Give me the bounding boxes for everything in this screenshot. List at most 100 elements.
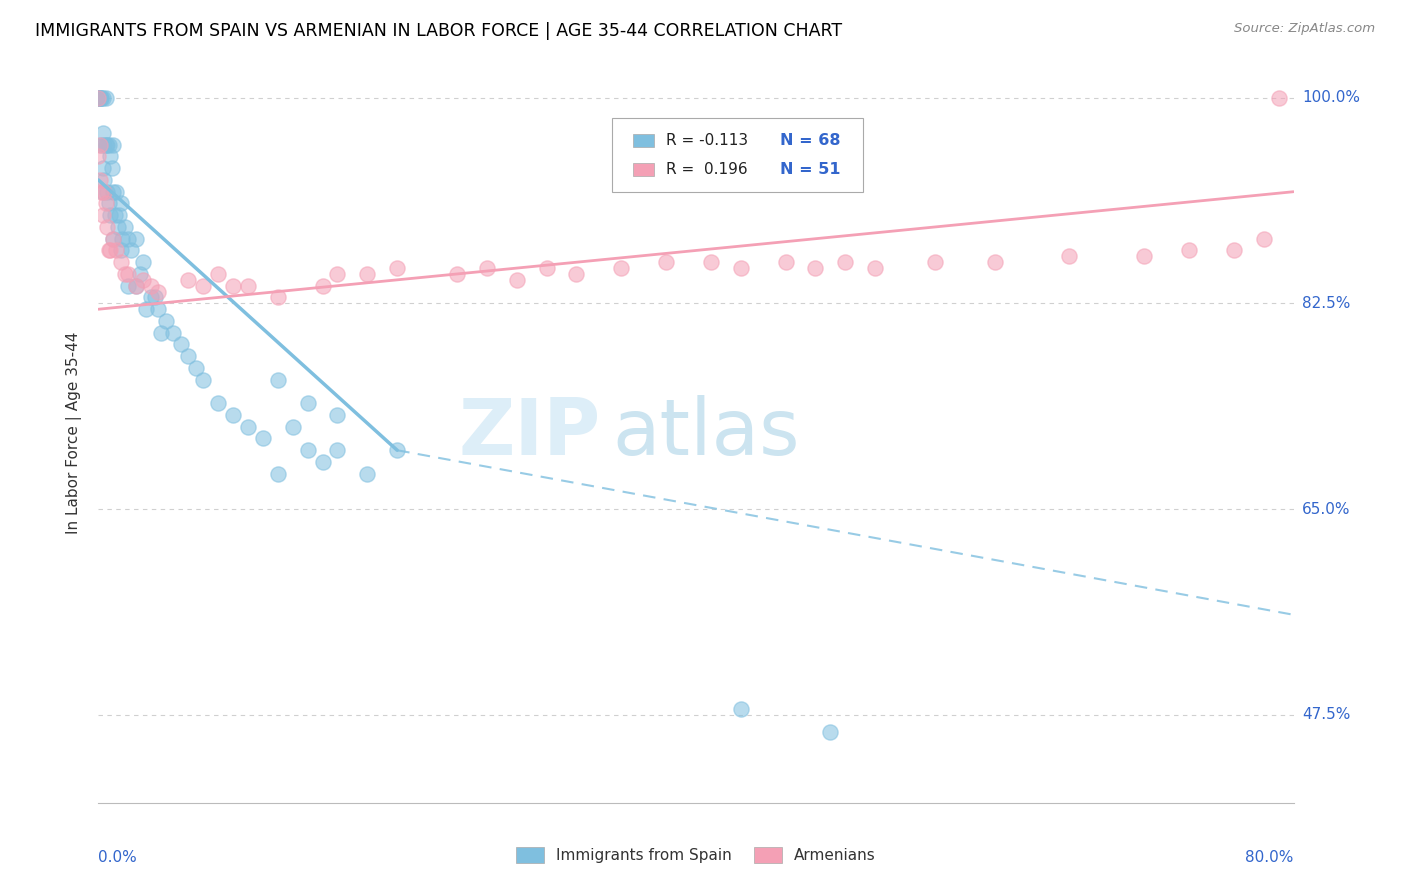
Text: atlas: atlas <box>613 394 800 471</box>
Text: IMMIGRANTS FROM SPAIN VS ARMENIAN IN LABOR FORCE | AGE 35-44 CORRELATION CHART: IMMIGRANTS FROM SPAIN VS ARMENIAN IN LAB… <box>35 22 842 40</box>
Point <box>125 278 148 293</box>
Text: Source: ZipAtlas.com: Source: ZipAtlas.com <box>1234 22 1375 36</box>
Point <box>101 161 124 176</box>
Point <box>94 196 117 211</box>
Point <box>129 267 152 281</box>
Point <box>108 208 131 222</box>
Point <box>114 267 136 281</box>
Point <box>730 702 752 716</box>
Point <box>169 337 191 351</box>
Point <box>89 91 111 105</box>
Point <box>267 290 290 304</box>
Point <box>326 443 349 458</box>
Point <box>207 267 229 281</box>
Point <box>135 302 157 317</box>
Point <box>222 278 245 293</box>
Point <box>252 432 274 446</box>
Legend: Immigrants from Spain, Armenians: Immigrants from Spain, Armenians <box>510 841 882 869</box>
Point <box>297 396 319 410</box>
Point <box>139 290 162 304</box>
Point <box>104 208 127 222</box>
Point <box>87 91 110 105</box>
Point <box>114 219 136 234</box>
Text: N = 51: N = 51 <box>780 162 841 178</box>
Y-axis label: In Labor Force | Age 35-44: In Labor Force | Age 35-44 <box>66 332 82 533</box>
Point <box>96 219 118 234</box>
Point <box>1267 91 1289 105</box>
Point <box>87 149 110 163</box>
Point <box>356 267 378 281</box>
Point <box>97 196 120 211</box>
FancyBboxPatch shape <box>613 118 863 192</box>
Point <box>1133 249 1156 263</box>
Point <box>610 261 633 276</box>
Point <box>94 137 117 152</box>
Point <box>311 278 333 293</box>
Point <box>236 278 259 293</box>
Point <box>297 443 319 458</box>
Point <box>125 232 148 246</box>
Point <box>132 273 155 287</box>
Point <box>90 91 112 105</box>
Point <box>326 408 349 422</box>
Point <box>103 232 125 246</box>
Text: 80.0%: 80.0% <box>1246 850 1294 865</box>
Point <box>103 232 125 246</box>
Point <box>93 185 115 199</box>
Point <box>98 149 122 163</box>
Point <box>1178 244 1201 258</box>
Point <box>90 91 112 105</box>
Point <box>93 173 115 187</box>
Point <box>326 267 349 281</box>
Point <box>775 255 797 269</box>
Point <box>385 261 409 276</box>
Point <box>506 273 529 287</box>
Text: 0.0%: 0.0% <box>98 850 138 865</box>
Point <box>132 255 155 269</box>
Text: R =  0.196: R = 0.196 <box>666 162 748 178</box>
Point <box>117 278 139 293</box>
Point <box>91 208 114 222</box>
Text: 100.0%: 100.0% <box>1302 90 1360 105</box>
Point <box>111 232 134 246</box>
Point <box>267 467 290 481</box>
Point <box>148 285 170 299</box>
Point <box>565 267 588 281</box>
Point <box>98 244 122 258</box>
Point <box>103 137 125 152</box>
Point <box>97 137 120 152</box>
Point <box>110 255 132 269</box>
Point <box>148 302 170 317</box>
Point <box>236 419 259 434</box>
Point <box>191 278 214 293</box>
Point <box>90 185 112 199</box>
Point <box>984 255 1007 269</box>
Point <box>150 326 173 340</box>
Point <box>91 185 114 199</box>
Point <box>120 244 142 258</box>
Point <box>155 314 177 328</box>
Point <box>700 255 723 269</box>
Point <box>87 91 110 105</box>
Point <box>385 443 409 458</box>
Point <box>117 232 139 246</box>
Point <box>356 467 378 481</box>
Point <box>107 219 129 234</box>
Point <box>117 267 139 281</box>
Point <box>1059 249 1081 263</box>
Point <box>97 244 120 258</box>
Point <box>1253 232 1275 246</box>
Point <box>93 137 115 152</box>
Point <box>110 196 132 211</box>
Point <box>730 261 752 276</box>
Point <box>143 290 166 304</box>
Point <box>804 261 827 276</box>
Point <box>820 725 842 739</box>
Point <box>103 185 125 199</box>
Point <box>89 91 111 105</box>
Point <box>536 261 558 276</box>
Point <box>311 455 333 469</box>
Point <box>446 267 468 281</box>
Point <box>105 244 128 258</box>
Text: 82.5%: 82.5% <box>1302 296 1350 310</box>
